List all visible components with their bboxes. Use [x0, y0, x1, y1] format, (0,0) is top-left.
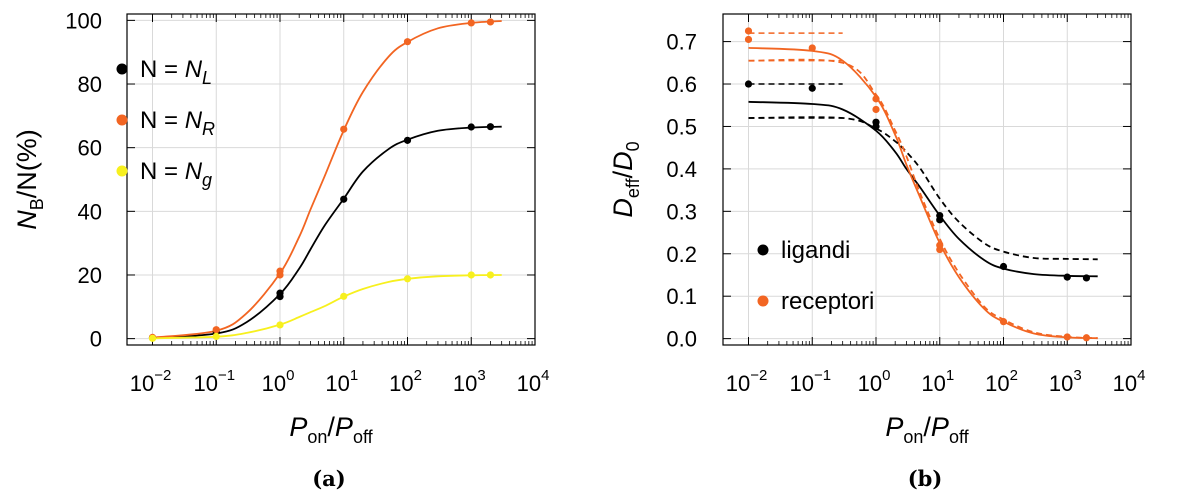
data-point	[212, 326, 220, 334]
data-point	[486, 271, 495, 279]
x-tick-label: 10−2	[130, 367, 172, 396]
x-tick-label: 100	[858, 367, 891, 396]
fit-curve	[748, 100, 1098, 278]
panel-b: 10−2 10−1 100 101 102 103 104 0.0 0.1 0.2 0.3 0.4 0.…	[608, 13, 1146, 491]
fit-curve	[748, 47, 1098, 340]
legend-label: N = NL	[140, 56, 212, 88]
y-tick-label: 80	[78, 72, 102, 97]
data-point	[744, 35, 753, 44]
x-axis-title: Pon/Poff	[885, 412, 969, 447]
x-tick-label: 10−2	[726, 367, 768, 396]
legend-marker	[757, 244, 769, 256]
x-tick-label: 104	[517, 367, 550, 396]
y-axis-title: NB/N(%)	[12, 129, 47, 230]
data-point	[467, 271, 475, 279]
y-tick-label: 0.1	[666, 284, 697, 309]
data-point	[999, 318, 1008, 326]
fit-curve	[152, 274, 502, 340]
data-point	[212, 332, 220, 341]
data-point	[744, 27, 753, 35]
y-tick-label: 60	[78, 136, 102, 161]
panel-caption: (b)	[908, 466, 943, 491]
y-tick-label: 0.0	[666, 327, 697, 352]
data-point	[340, 125, 348, 133]
fit-curve	[152, 125, 502, 339]
x-tick-label: 100	[262, 367, 295, 396]
data-point	[1063, 333, 1071, 341]
x-axis-title: Pon/Poff	[289, 412, 373, 447]
legend-marker	[116, 114, 128, 126]
data-point	[148, 334, 157, 342]
y-tick-label: 40	[78, 199, 102, 224]
data-point	[1082, 274, 1091, 282]
data-point	[744, 80, 753, 88]
y-tick-label: 0.7	[666, 30, 697, 55]
data-point	[872, 122, 880, 131]
data-point	[1063, 273, 1071, 281]
x-tick-label: 101	[921, 367, 954, 396]
y-tick-label: 0.6	[666, 72, 697, 97]
x-tick-label: 103	[1049, 367, 1082, 396]
data-point	[340, 292, 348, 300]
y-tick-label: 0.3	[666, 199, 697, 224]
data-point	[486, 123, 495, 131]
plot-border	[722, 13, 1132, 346]
x-tick-label: 104	[1113, 367, 1146, 396]
plot-frame	[126, 13, 536, 346]
panel-a: 10−2 10−1 100 101 102 103 104 0 20 40 60 80 100 N = N…	[12, 8, 549, 491]
dashed-fit-curve	[748, 116, 1098, 261]
data-point	[276, 321, 284, 329]
y-axis-title: Deff/D0	[608, 141, 643, 217]
data-point	[276, 289, 284, 297]
legend-label: ligandi	[781, 237, 850, 264]
panel-caption: (a)	[312, 466, 345, 491]
plot-border	[126, 13, 536, 346]
x-tick-label: 102	[389, 367, 422, 396]
grid	[127, 14, 536, 345]
data-point	[999, 262, 1008, 271]
x-tick-label: 10−1	[193, 367, 235, 396]
y-tick-label: 0	[90, 327, 102, 352]
data-point	[808, 44, 816, 52]
data-point	[467, 123, 475, 131]
data-point	[403, 275, 412, 283]
y-tick-label: 20	[78, 263, 102, 288]
data-point	[1082, 334, 1091, 342]
legend: N = NL N = NR N = Ng	[116, 56, 215, 190]
data-point	[808, 84, 816, 92]
y-tick-label: 0.2	[666, 242, 697, 267]
data-point	[936, 216, 944, 224]
y-tick-label: 100	[65, 8, 102, 33]
legend-marker	[116, 63, 128, 75]
legend-label: N = NR	[140, 107, 215, 139]
legend: ligandi receptori	[757, 237, 874, 315]
x-tick-label: 103	[453, 367, 486, 396]
data-point	[872, 95, 880, 103]
x-tick-label: 102	[985, 367, 1018, 396]
legend-marker	[116, 165, 128, 177]
legend-label: N = Ng	[140, 158, 212, 190]
legend-marker	[757, 295, 769, 307]
data-point	[936, 245, 944, 254]
data-point	[403, 38, 412, 46]
y-tick-label: 0.5	[666, 114, 697, 139]
x-tick-label: 101	[325, 367, 358, 396]
plot-frame	[722, 13, 1132, 346]
data-point	[276, 267, 284, 275]
fit-curve	[152, 20, 502, 339]
data-point	[467, 19, 475, 27]
data-point	[403, 136, 412, 144]
y-tick-label: 0.4	[666, 157, 697, 182]
legend-label: receptori	[781, 288, 874, 315]
data-point	[340, 195, 348, 203]
data-point	[486, 18, 495, 26]
data-point	[872, 105, 880, 114]
x-tick-label: 10−1	[789, 367, 831, 396]
